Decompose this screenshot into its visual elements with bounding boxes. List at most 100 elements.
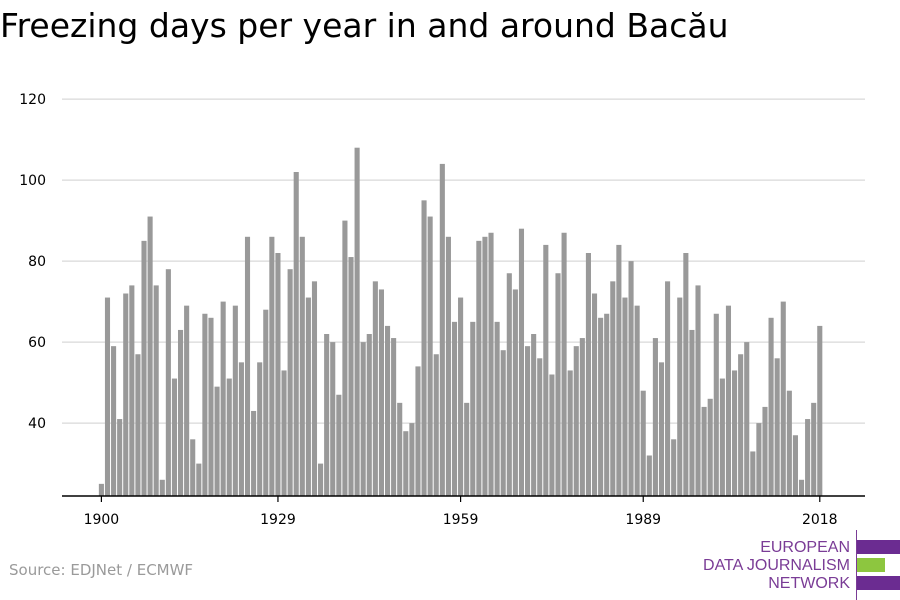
bar-1922 xyxy=(232,305,238,496)
bar-1994 xyxy=(671,439,677,496)
bar-1968 xyxy=(512,289,518,496)
x-axis-ticks: 1900 1929 1959 1989 2018 xyxy=(84,496,838,528)
bar-1976 xyxy=(561,232,567,496)
bar-2001 xyxy=(713,313,719,496)
bar-1940 xyxy=(342,220,348,496)
bars xyxy=(98,147,823,497)
bar-1955 xyxy=(433,354,439,496)
x-tick-label-1989: 1989 xyxy=(625,512,661,528)
bar-1980 xyxy=(585,253,591,496)
bar-1995 xyxy=(677,297,683,496)
bar-1934 xyxy=(305,297,311,496)
bar-1913 xyxy=(177,329,184,496)
source-note: Source: EDJNet / ECMWF xyxy=(9,561,194,579)
bar-1991 xyxy=(652,338,658,496)
bar-2006 xyxy=(744,342,750,496)
y-tick-label-40: 40 xyxy=(28,416,46,432)
logo-bar-bottom xyxy=(857,576,900,590)
x-tick-label-1959: 1959 xyxy=(443,512,479,528)
logo-divider xyxy=(856,530,857,600)
y-axis-ticks: 40 60 80 100 120 xyxy=(19,92,46,432)
bar-2014 xyxy=(792,435,798,496)
y-tick-label-100: 100 xyxy=(19,173,46,189)
bar-1965 xyxy=(494,321,500,496)
bar-1933 xyxy=(299,236,305,497)
bar-1998 xyxy=(695,285,701,496)
bar-1982 xyxy=(598,317,604,496)
bar-2005 xyxy=(738,354,744,496)
bar-2008 xyxy=(756,423,762,496)
bar-1958 xyxy=(451,321,458,496)
bar-1946 xyxy=(378,289,384,496)
chart-title: Freezing days per year in and around Bac… xyxy=(0,6,729,45)
bar-1925 xyxy=(251,410,257,496)
bar-2004 xyxy=(732,370,738,496)
bar-1921 xyxy=(226,378,232,496)
y-tick-label-80: 80 xyxy=(28,254,46,270)
edjnet-logo: EUROPEAN DATA JOURNALISM NETWORK xyxy=(700,530,900,600)
bar-2003 xyxy=(725,305,732,496)
bar-1926 xyxy=(257,362,263,496)
bar-1927 xyxy=(263,309,269,496)
bar-1931 xyxy=(287,269,293,496)
bar-1969 xyxy=(518,228,525,496)
bar-1963 xyxy=(482,236,488,497)
bar-1924 xyxy=(244,236,251,497)
bar-1954 xyxy=(427,216,433,497)
logo-bar-top xyxy=(857,540,900,554)
bar-2009 xyxy=(762,406,768,496)
bar-1914 xyxy=(184,305,190,496)
bar-1974 xyxy=(549,374,555,496)
bar-1979 xyxy=(579,338,585,496)
bar-1996 xyxy=(683,253,689,496)
bar-1932 xyxy=(293,172,299,496)
x-tick-label-1900: 1900 xyxy=(84,512,120,528)
bar-1938 xyxy=(330,342,336,496)
bar-1930 xyxy=(281,370,287,496)
bar-1977 xyxy=(567,370,573,496)
bar-1959 xyxy=(458,297,464,496)
bar-1987 xyxy=(628,261,634,496)
bar-1902 xyxy=(111,346,117,496)
bar-1962 xyxy=(476,240,482,496)
x-tick-label-2018: 2018 xyxy=(802,512,838,528)
bar-1964 xyxy=(488,232,494,496)
bar-1920 xyxy=(220,301,226,496)
bar-1943 xyxy=(360,342,366,496)
logo-bar-middle xyxy=(857,558,885,572)
bar-1911 xyxy=(165,269,171,496)
bar-1971 xyxy=(531,334,537,496)
bar-2012 xyxy=(780,301,786,496)
bar-2002 xyxy=(719,378,725,496)
bar-1988 xyxy=(634,305,640,496)
bar-1915 xyxy=(190,439,196,496)
bar-1990 xyxy=(646,455,652,496)
bar-1928 xyxy=(269,236,275,497)
bar-1957 xyxy=(445,236,451,497)
bar-1983 xyxy=(604,313,610,496)
bar-1942 xyxy=(354,147,360,496)
bar-2017 xyxy=(811,402,817,496)
bar-2000 xyxy=(707,398,713,496)
bar-2007 xyxy=(750,451,756,496)
bar-1956 xyxy=(439,163,445,496)
bar-1917 xyxy=(202,313,208,496)
bar-2015 xyxy=(798,479,805,496)
bar-1966 xyxy=(500,350,506,496)
bar-1984 xyxy=(610,281,616,496)
bar-1939 xyxy=(336,394,342,496)
bar-1972 xyxy=(537,358,543,496)
bar-1908 xyxy=(147,216,153,497)
bar-1919 xyxy=(214,386,220,496)
bar-1900 xyxy=(98,483,104,496)
logo-line-2: DATA JOURNALISM xyxy=(703,557,850,574)
bar-1945 xyxy=(372,281,378,496)
bar-1981 xyxy=(591,293,598,496)
bar-1999 xyxy=(701,406,707,496)
logo-line-3: NETWORK xyxy=(768,575,850,592)
bar-1909 xyxy=(153,285,159,496)
bar-1997 xyxy=(689,329,695,496)
bar-1906 xyxy=(135,354,141,496)
bar-1941 xyxy=(348,257,354,496)
